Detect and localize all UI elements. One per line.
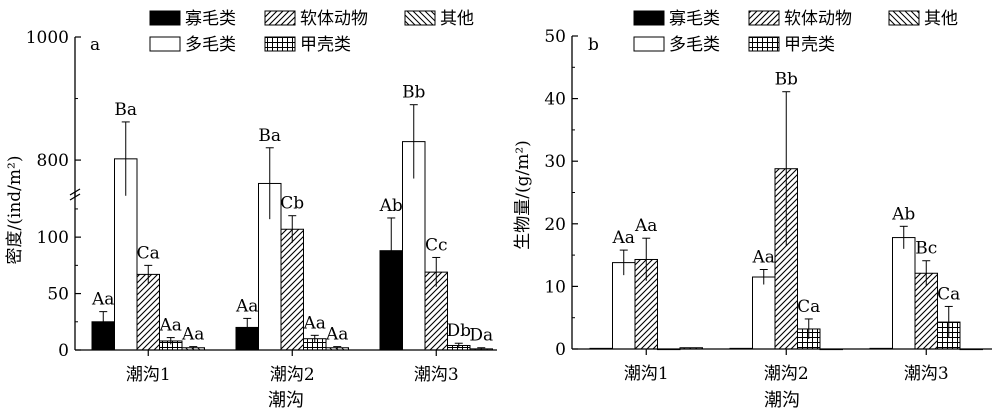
x-tick-label-b-3: 潮沟3 bbox=[904, 364, 949, 384]
axis-break-mark-a-lower bbox=[69, 188, 81, 196]
legend-swatch-a-crustacea bbox=[264, 36, 296, 52]
legend-swatch-a-mollusca bbox=[264, 10, 296, 26]
y-tick-label-b-20: 20 bbox=[544, 215, 566, 235]
y-tick-label-a-100: 100 bbox=[37, 228, 69, 248]
y-tick-label-b-40: 40 bbox=[544, 90, 566, 110]
panel-label-a: a bbox=[90, 35, 100, 55]
legend-label-a-other: 其他 bbox=[440, 9, 474, 29]
y-tick-label-a-50: 50 bbox=[47, 285, 69, 305]
sig-label-a-mollusca-2: Cb bbox=[280, 194, 304, 214]
legend-swatch-b-mollusca bbox=[748, 10, 780, 26]
bar-a-mollusca-1 bbox=[136, 273, 160, 351]
sig-label-a-oligochaeta-2: Aa bbox=[235, 296, 258, 316]
x-tick-label-a-3: 潮沟3 bbox=[414, 365, 459, 385]
legend-swatch-a-other bbox=[404, 10, 436, 26]
sig-label-a-other-1: Aa bbox=[181, 325, 204, 345]
legend-label-b-crustacea: 甲壳类 bbox=[784, 35, 835, 55]
bar-a-mollusca-2 bbox=[280, 228, 304, 351]
legend-label-a-mollusca: 软体动物 bbox=[300, 9, 368, 29]
legend-label-a-oligochaeta: 寡毛类 bbox=[185, 9, 236, 29]
legend-swatch-b-crustacea bbox=[748, 36, 780, 52]
sig-label-a-polychaeta-3: Bb bbox=[402, 83, 425, 103]
legend-swatch-b-polychaeta bbox=[633, 36, 665, 52]
sig-label-a-crustacea-2: Aa bbox=[303, 313, 326, 333]
bar-b-polychaeta-3 bbox=[892, 237, 916, 350]
bar-b-polychaeta-2 bbox=[752, 276, 776, 350]
sig-label-a-oligochaeta-1: Aa bbox=[91, 290, 114, 310]
x-tick-label-a-1: 潮沟1 bbox=[126, 365, 171, 385]
sig-label-b-mollusca-2: Bb bbox=[775, 70, 798, 90]
legend-label-b-other: 其他 bbox=[924, 9, 958, 29]
y-axis-title-b: 生物量/(g/m²) bbox=[513, 140, 533, 250]
sig-label-a-mollusca-3: Cc bbox=[425, 235, 448, 255]
legend-swatch-a-oligochaeta bbox=[149, 10, 181, 26]
x-axis-title-b: 潮沟 bbox=[764, 390, 800, 411]
y-tick-label-a-1000: 1000 bbox=[26, 28, 69, 48]
x-tick-label-b-1: 潮沟1 bbox=[624, 364, 669, 384]
legend-label-a-polychaeta: 多毛类 bbox=[185, 35, 236, 55]
panel-label-b: b bbox=[588, 35, 599, 55]
y-tick-label-b-10: 10 bbox=[544, 277, 566, 297]
x-axis-title-a: 潮沟 bbox=[268, 390, 304, 411]
y-tick-label-a-0: 0 bbox=[58, 341, 69, 361]
sig-label-b-crustacea-3: Ca bbox=[937, 284, 960, 304]
sig-label-a-other-2: Aa bbox=[325, 325, 348, 345]
y-tick-label-b-0: 0 bbox=[555, 340, 566, 360]
legend-swatch-b-oligochaeta bbox=[633, 10, 665, 26]
sig-label-b-polychaeta-1: Aa bbox=[612, 228, 635, 248]
legend-label-a-crustacea: 甲壳类 bbox=[300, 35, 351, 55]
sig-label-a-polychaeta-1: Ba bbox=[114, 100, 137, 120]
axis-break-mark-a-upper bbox=[69, 193, 81, 201]
sig-label-b-mollusca-3: Bc bbox=[915, 239, 937, 259]
y-tick-label-a-800: 800 bbox=[37, 151, 69, 171]
sig-label-b-polychaeta-2: Aa bbox=[752, 247, 775, 267]
sig-label-a-mollusca-1: Ca bbox=[137, 243, 160, 263]
legend-swatch-b-other bbox=[888, 10, 920, 26]
legend-swatch-a-polychaeta bbox=[149, 36, 181, 52]
y-tick-label-b-30: 30 bbox=[544, 152, 566, 172]
legend-label-b-polychaeta: 多毛类 bbox=[669, 35, 720, 55]
sig-label-b-crustacea-2: Ca bbox=[797, 297, 820, 317]
legend-label-b-mollusca: 软体动物 bbox=[784, 9, 852, 29]
sig-label-a-crustacea-3: Db bbox=[446, 321, 471, 341]
y-tick-label-b-50: 50 bbox=[544, 27, 566, 47]
legend-label-b-oligochaeta: 寡毛类 bbox=[669, 9, 720, 29]
x-tick-label-a-2: 潮沟2 bbox=[270, 365, 315, 385]
sig-label-b-polychaeta-3: Ab bbox=[891, 204, 915, 224]
sig-label-a-other-3: Da bbox=[469, 326, 493, 346]
y-axis-title-a: 密度/(ind/m²) bbox=[5, 156, 25, 265]
sig-label-b-mollusca-1: Aa bbox=[634, 216, 657, 236]
sig-label-a-polychaeta-2: Ba bbox=[258, 126, 281, 146]
sig-label-a-oligochaeta-3: Ab bbox=[379, 196, 403, 216]
bar-b-polychaeta-1 bbox=[612, 262, 636, 350]
sig-label-a-crustacea-1: Aa bbox=[159, 316, 182, 336]
x-tick-label-b-2: 潮沟2 bbox=[764, 364, 809, 384]
